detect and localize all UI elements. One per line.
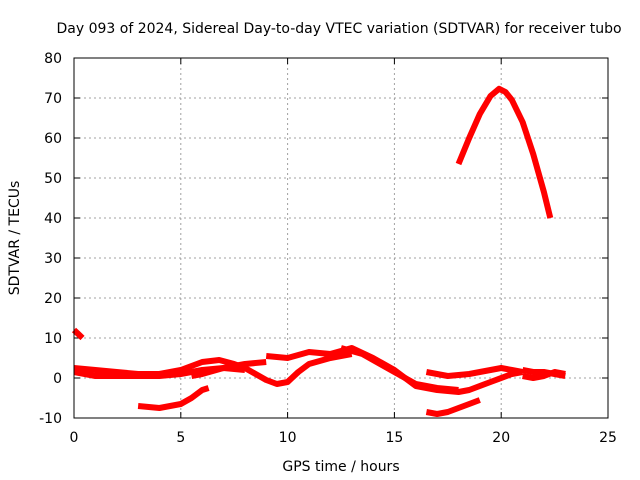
y-tick-label: 70 [44, 91, 62, 107]
series-line-arc-12 [522, 369, 566, 381]
series-line-arc-9 [425, 397, 481, 417]
y-tick-label: 60 [44, 131, 62, 147]
y-tick-label: -10 [39, 411, 62, 427]
x-tick-label: 10 [279, 430, 297, 446]
series-layer [71, 85, 566, 417]
x-axis-label: GPS time / hours [282, 459, 399, 475]
series-line-arc-1 [71, 327, 85, 341]
series-line-arc-8 [425, 365, 524, 379]
y-tick-label: 10 [44, 331, 62, 347]
x-tick-label: 5 [176, 430, 185, 446]
y-tick-label: 0 [53, 371, 62, 387]
series-line-arc-7 [340, 345, 459, 393]
y-tick-label: 40 [44, 211, 62, 227]
series-line-arc-4 [190, 359, 267, 379]
x-tick-label: 25 [599, 430, 617, 446]
y-tick-label: 20 [44, 291, 62, 307]
y-axis-label: SDTVAR / TECUs [7, 181, 23, 296]
series-line-arc-10 [455, 85, 554, 219]
x-tick-label: 15 [385, 430, 403, 446]
plot-frame [73, 57, 609, 419]
x-tick-label: 0 [70, 430, 79, 446]
series-line-arc-5 [137, 385, 210, 411]
y-tick-label: 50 [44, 171, 62, 187]
x-tick-label: 20 [492, 430, 510, 446]
y-tick-label: 80 [44, 51, 62, 67]
tick-layer: 0 5 10 15 20 25 -10 0 10 20 30 40 50 60 70 80 [39, 51, 617, 446]
grid-layer [74, 58, 608, 418]
chart-title: Day 093 of 2024, Sidereal Day-to-day VTE… [56, 21, 621, 37]
y-tick-label: 30 [44, 251, 62, 267]
